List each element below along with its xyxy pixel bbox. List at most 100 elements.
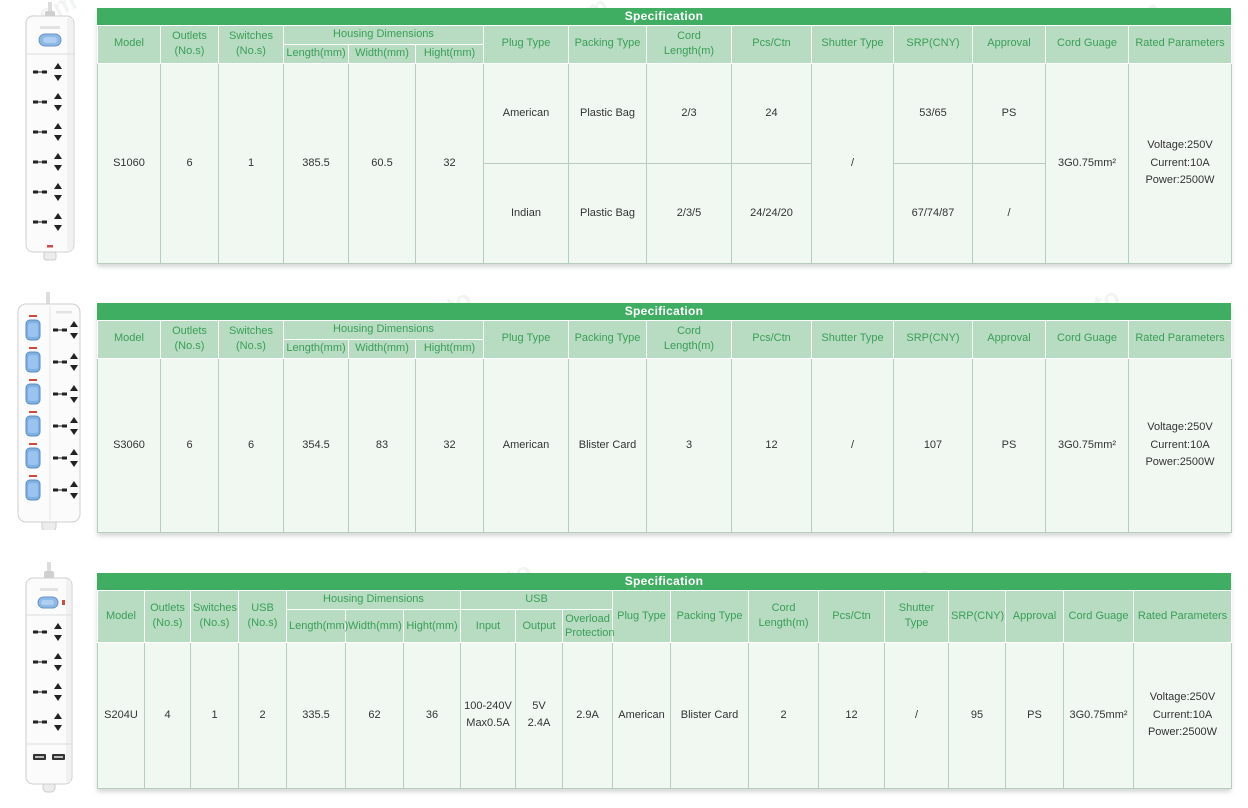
cell-model: S1060 [97, 62, 161, 264]
col-header-cord-guage: Cord Guage [1045, 25, 1129, 64]
brand-label [40, 26, 60, 29]
cell-packing-type: Plastic Bag [568, 62, 647, 164]
cell-outlets: 6 [160, 357, 219, 533]
cell-pcs-ctn: 12 [818, 641, 886, 789]
cell-approval: PS [972, 357, 1046, 533]
table-row: S3060 6 6 354.5 83 32 American Blister C… [97, 357, 1232, 533]
hanging-tab [43, 251, 57, 261]
col-header-cord-guage: Cord Guage [1045, 320, 1129, 359]
spec-section-s1060: Specification Model Outlets (No.s) Switc… [97, 8, 1232, 264]
spec-table-s1060: Model Outlets (No.s) Switches (No.s) Hou… [97, 25, 1232, 264]
col-header-model: Model [97, 590, 145, 643]
col-header-housing-dimensions: Housing Dimensions [283, 25, 484, 45]
switch-and-outlet-unit [25, 315, 78, 341]
col-header-rated-parameters: Rated Parameters [1128, 25, 1232, 64]
col-header-rated-parameters: Rated Parameters [1133, 590, 1233, 643]
cell-rated-parameters: Voltage:250V Current:10A Power:2500W [1128, 62, 1232, 264]
col-header-plug-type: Plug Type [612, 590, 672, 643]
col-header-housing-dimensions: Housing Dimensions [283, 320, 484, 340]
col-header-cord-guage: Cord Guage [1063, 590, 1135, 643]
power-cord [48, 2, 52, 14]
cell-cord-guage: 3G0.75mm² [1063, 641, 1135, 789]
cell-model: S3060 [97, 357, 161, 533]
cell-cord-guage: 3G0.75mm² [1045, 357, 1129, 533]
col-header-housing-dimensions: Housing Dimensions [286, 590, 461, 610]
col-header-rated-parameters: Rated Parameters [1128, 320, 1232, 359]
col-header-approval: Approval [972, 25, 1046, 64]
col-header-length: Length(mm) [283, 338, 349, 359]
cell-approval: / [972, 162, 1046, 264]
hanging-tab [41, 521, 57, 530]
col-header-packing-type: Packing Type [568, 320, 647, 359]
power-cord [46, 292, 50, 304]
col-header-outlets: Outlets (No.s) [160, 25, 219, 64]
col-header-pcs-ctn: Pcs/Ctn [731, 320, 812, 359]
spec-table-s3060: Model Outlets (No.s) Switches (No.s) Hou… [97, 320, 1232, 533]
col-header-switches: Switches (No.s) [218, 320, 284, 359]
product-photo-s1060 [25, 2, 75, 261]
table-title-bar: Specification [97, 573, 1231, 590]
cell-switches: 6 [218, 357, 284, 533]
col-header-overload-protection: Overload Protection [561, 608, 615, 643]
cell-cord-length: 2 [748, 641, 820, 789]
cell-packing-type: Blister Card [670, 641, 750, 789]
cell-rated-parameters: Voltage:250V Current:10A Power:2500W [1128, 357, 1232, 533]
col-header-usb-group: USB [459, 590, 614, 610]
col-header-width: Width(mm) [348, 43, 416, 64]
col-header-srp: SRP(CNY) [948, 590, 1007, 643]
col-header-cord-length: Cord Length(m) [748, 590, 820, 643]
col-header-packing-type: Packing Type [670, 590, 750, 643]
brand-label [56, 311, 72, 314]
cell-hight: 32 [415, 357, 484, 533]
cell-rated-parameters: Voltage:250V Current:10A Power:2500W [1133, 641, 1233, 789]
cell-overload-protection: 2.9A [561, 641, 614, 789]
cell-plug-type: American [612, 641, 672, 789]
cell-shutter-type: / [811, 357, 894, 533]
cell-usb-no: 2 [238, 641, 287, 789]
cell-cord-length: 2/3/5 [646, 162, 732, 264]
product-photo-s204u [25, 562, 73, 793]
cell-width: 62 [345, 641, 404, 789]
col-header-cord-length: Cord Length(m) [646, 320, 732, 359]
spec-section-s204u: Specification Model Outlets (No.s) Switc… [97, 573, 1233, 789]
cell-width: 60.5 [348, 62, 416, 264]
spec-section-s3060: Specification Model Outlets (No.s) Switc… [97, 303, 1232, 533]
col-header-usb-input: Input [460, 608, 516, 643]
table-row: S204U 4 1 2 335.5 62 36 100-240V Max0.5A… [97, 641, 1233, 789]
universal-outlet [33, 63, 62, 81]
spec-table-s204u: Model Outlets (No.s) Switches (No.s) USB… [97, 590, 1233, 789]
cell-hight: 32 [415, 62, 484, 264]
cell-switches: 1 [218, 62, 284, 264]
cell-srp: 53/65 [893, 62, 973, 164]
cell-width: 83 [348, 357, 416, 533]
col-header-usb-no: USB (No.s) [238, 590, 287, 643]
cell-pcs-ctn: 24 [731, 62, 812, 164]
cell-length: 335.5 [286, 641, 346, 789]
cell-cord-length: 3 [646, 357, 732, 533]
col-header-shutter-type: Shutter Type [811, 320, 894, 359]
col-header-width: Width(mm) [348, 338, 416, 359]
brand-label [40, 588, 58, 591]
col-header-approval: Approval [1005, 590, 1065, 643]
cell-cord-guage: 3G0.75mm² [1045, 62, 1129, 264]
cell-pcs-ctn: 12 [731, 357, 812, 533]
cell-usb-input: 100-240V Max0.5A [460, 641, 516, 789]
table-row: Indian Plastic Bag 2/3/5 24/24/20 67/74/… [98, 162, 1232, 264]
cell-cord-length: 2/3 [646, 62, 732, 164]
cell-plug-type: Indian [483, 162, 569, 264]
col-header-pcs-ctn: Pcs/Ctn [731, 25, 812, 64]
cell-shutter-type: / [811, 62, 894, 264]
cell-srp: 107 [893, 357, 973, 533]
cell-length: 354.5 [283, 357, 349, 533]
cell-srp: 95 [948, 641, 1007, 789]
col-header-cord-length: Cord Length(m) [646, 25, 732, 64]
cell-packing-type: Blister Card [568, 357, 647, 533]
col-header-switches: Switches (No.s) [190, 590, 239, 643]
col-header-length: Length(mm) [283, 43, 349, 64]
col-header-plug-type: Plug Type [483, 320, 569, 359]
col-header-usb-output: Output [515, 608, 563, 643]
cell-pcs-ctn: 24/24/20 [731, 162, 812, 264]
col-header-width: Width(mm) [345, 608, 404, 643]
table-title-bar: Specification [97, 8, 1231, 25]
cell-approval: PS [1005, 641, 1065, 789]
